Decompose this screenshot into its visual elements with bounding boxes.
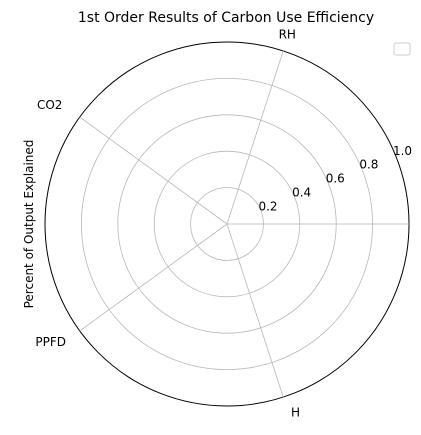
ring-tick-label: 0.4: [292, 186, 311, 200]
spoke-label: RH: [279, 28, 296, 42]
spoke-gridline: [79, 223, 228, 332]
ring-tick-label: 0.2: [258, 200, 277, 214]
spoke-label: CO2: [37, 98, 62, 112]
y-axis-label: Percent of Output Explained: [22, 140, 36, 309]
spoke-label: PPFD: [35, 335, 66, 349]
spoke-gridline: [226, 50, 284, 225]
legend-frame: [393, 42, 411, 56]
polar-plot: RHCO2PPFDHTEMP0.20.40.60.81.0: [35, 28, 412, 420]
ring-tick-label: 1.0: [393, 144, 412, 158]
spoke-label: H: [291, 406, 300, 420]
chart-title: 1st Order Results of Carbon Use Efficien…: [78, 10, 374, 26]
spoke-gridline: [79, 116, 228, 225]
spoke-gridline: [226, 223, 284, 398]
ring-tick-label: 0.6: [326, 172, 345, 186]
ring-tick-label: 0.8: [359, 158, 378, 172]
legend: [393, 42, 411, 56]
